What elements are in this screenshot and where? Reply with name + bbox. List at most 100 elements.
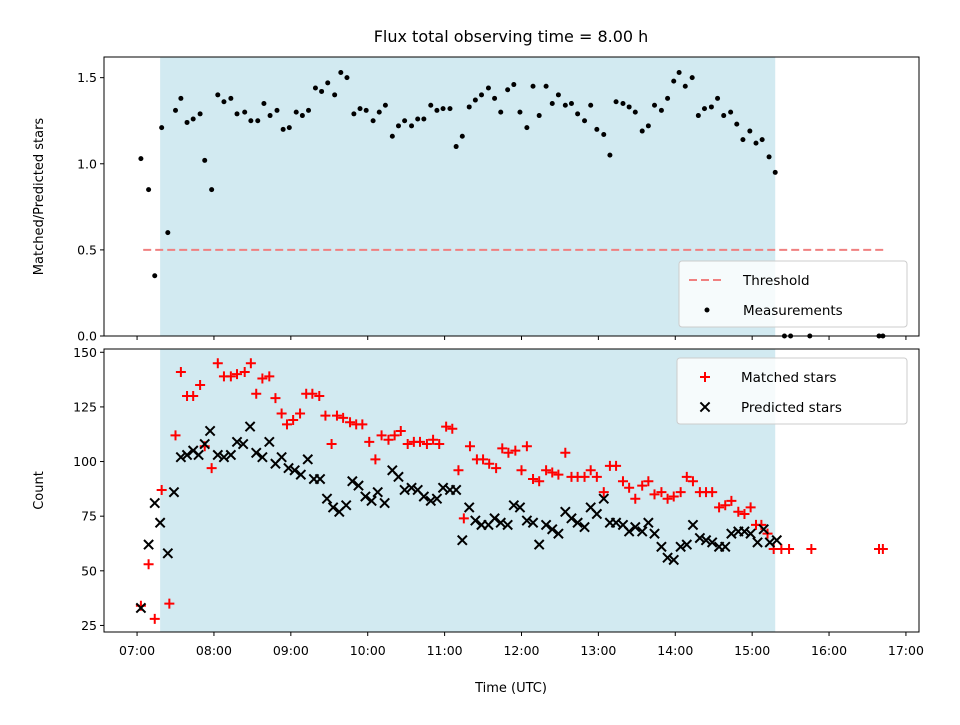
matched-stars-point (428, 434, 439, 445)
measurements-point (530, 83, 536, 89)
measurements-point (479, 92, 485, 98)
matched-stars-point (421, 439, 432, 450)
measurements-point (740, 137, 746, 143)
measurements-point (209, 187, 215, 193)
measurements-point (255, 118, 261, 124)
measurements-point (658, 107, 664, 113)
measurements-point (759, 137, 765, 143)
predicted-stars-point (656, 541, 667, 553)
matched-stars-point (720, 500, 731, 511)
predicted-stars-point (212, 449, 224, 461)
matched-stars-point (503, 447, 514, 458)
measurements-point (357, 106, 363, 112)
measurements-point (146, 187, 152, 193)
measurements-point (505, 87, 511, 93)
measurements-point (402, 118, 408, 124)
matched-stars-point (662, 493, 673, 504)
measurements-point (695, 113, 701, 119)
matched-stars-point (521, 441, 532, 452)
predicted-stars-point (649, 528, 660, 539)
measurements-point (319, 88, 325, 94)
measurements-point (274, 107, 280, 113)
measurements-point (351, 111, 357, 117)
matched-stars-point (239, 366, 250, 377)
measurements-point (421, 116, 427, 122)
matched-stars-point (188, 390, 199, 401)
measurements-point (344, 75, 350, 81)
predicted-stars-point (675, 541, 686, 553)
x-tick-label: 07:00 (119, 643, 155, 658)
matched-stars-point (687, 476, 698, 487)
predicted-stars-point (745, 528, 756, 539)
predicted-stars-point (244, 421, 256, 432)
measurements-point (747, 128, 753, 134)
predicted-stars-point (572, 517, 583, 529)
matched-stars-point (707, 487, 718, 498)
measurements-point (715, 95, 721, 101)
measurements-point (280, 126, 286, 132)
matched-stars-point (637, 480, 648, 491)
matched-stars-point (553, 469, 564, 480)
y-axis-label: Count (32, 471, 47, 510)
y-axis-label: Matched/Predicted stars (32, 118, 47, 276)
measurements-point (409, 123, 415, 129)
y-tick-label: 150 (73, 345, 97, 360)
x-tick-label: 16:00 (811, 643, 847, 658)
matched-stars-point (726, 495, 737, 506)
measurements-point (511, 82, 517, 88)
matched-stars-point (307, 388, 318, 399)
measurements-point (498, 109, 504, 115)
measurements-point (453, 144, 459, 150)
matched-stars-point (415, 436, 426, 447)
predicted-stars-point (199, 438, 211, 450)
legend-label: Predicted stars (741, 400, 842, 416)
predicted-stars-point (553, 528, 564, 539)
measurements-point (472, 97, 478, 103)
predicted-stars-point (591, 508, 603, 520)
measurements-point (325, 80, 331, 86)
matched-stars-point (395, 425, 406, 436)
measurements-point (370, 118, 376, 124)
predicted-stars-point (681, 539, 693, 550)
matched-stars-point (225, 371, 236, 382)
predicted-stars-point (623, 526, 635, 537)
x-tick-label: 08:00 (196, 643, 232, 658)
measurements-point (202, 157, 208, 163)
measurements-point (601, 132, 607, 137)
predicted-stars-point (283, 462, 294, 474)
predicted-stars-point (168, 486, 180, 498)
predicted-stars-point (418, 491, 430, 502)
predicted-stars-point (321, 493, 333, 505)
predicted-stars-point (353, 480, 364, 491)
measurements-point (299, 113, 305, 119)
measurements-point (620, 101, 626, 106)
predicted-stars-point (508, 499, 520, 511)
legend-label: Threshold (742, 273, 810, 289)
predicted-stars-point (276, 451, 287, 463)
measurements-point (363, 107, 369, 113)
predicted-stars-point (579, 521, 590, 533)
measurements-point (197, 111, 203, 117)
matched-stars-point (143, 559, 154, 570)
matched-stars-point (643, 476, 654, 487)
legend-predicted-handle (699, 401, 711, 413)
predicted-stars-point (425, 495, 437, 507)
legend-label: Matched stars (741, 370, 837, 386)
x-tick-label: 14:00 (657, 643, 693, 658)
predicted-stars-point (739, 526, 750, 537)
matched-stars-point (491, 463, 502, 474)
legend-measurements-handle (704, 307, 710, 313)
x-tick-label: 09:00 (273, 643, 309, 658)
matched-stars-point (478, 454, 489, 465)
measurements-point (632, 109, 638, 115)
predicted-stars-point (231, 436, 243, 448)
measurements-point (165, 230, 171, 236)
matched-stars-point (528, 474, 539, 485)
measurements-point (376, 109, 382, 115)
matched-stars-point (295, 408, 306, 419)
matched-stars-point (389, 430, 400, 441)
predicted-stars-point (347, 475, 358, 487)
matched-stars-point (579, 471, 590, 482)
x-tick-label: 11:00 (427, 643, 463, 658)
